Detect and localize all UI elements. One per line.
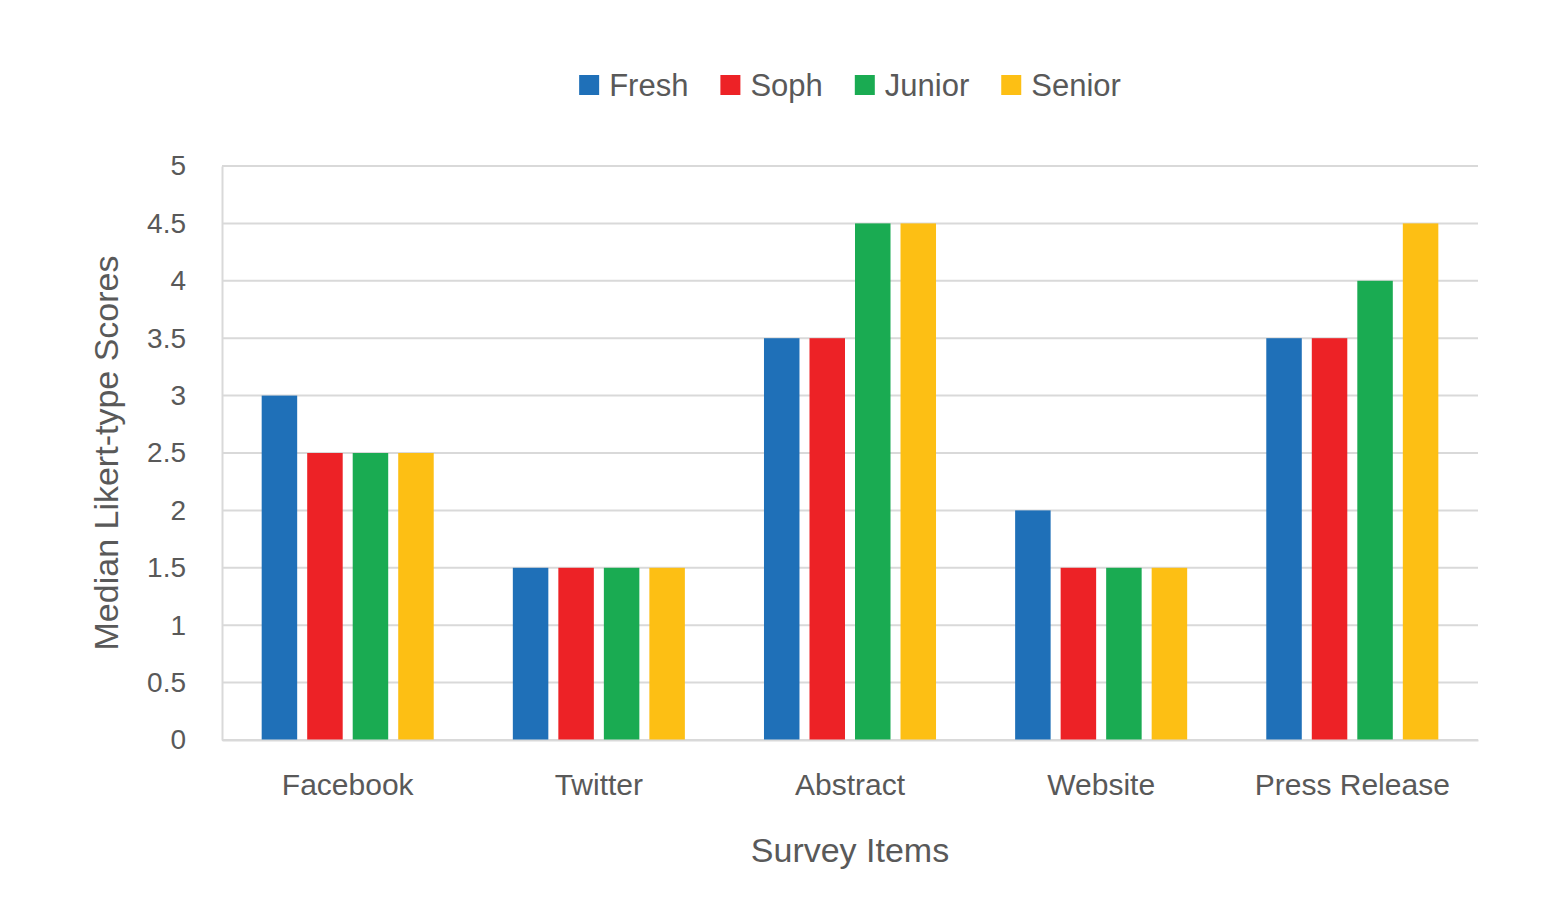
bar — [1106, 568, 1141, 740]
series-bars — [307, 338, 1347, 740]
series-bars — [353, 223, 1393, 740]
y-tick-label: 2 — [170, 495, 186, 526]
y-tick: 2 — [170, 495, 222, 526]
bar — [1357, 281, 1392, 740]
legend-item: Fresh — [579, 68, 688, 103]
bar — [1015, 510, 1050, 740]
y-tick: 1.5 — [147, 552, 222, 583]
legend: Fresh Soph Junior Senior — [579, 68, 1121, 103]
y-tick-label: 0 — [170, 724, 186, 755]
x-axis-title: Survey Items — [751, 831, 949, 869]
y-tick-label: 3.5 — [147, 323, 186, 354]
legend-label: Fresh — [609, 68, 688, 103]
x-axis-line — [223, 740, 1479, 742]
y-tick: 1 — [170, 610, 222, 641]
y-tick-label: 4 — [170, 265, 186, 296]
bar — [1152, 568, 1187, 740]
bar — [353, 453, 388, 740]
bar — [558, 568, 593, 740]
x-tick: Press Release — [1255, 740, 1450, 801]
legend-item: Junior — [855, 68, 969, 103]
legend-swatch — [855, 75, 875, 95]
y-tick: 0 — [170, 724, 222, 755]
y-tick: 3 — [170, 380, 222, 411]
y-tick-label: 2.5 — [147, 437, 186, 468]
y-tick-label: 4.5 — [147, 208, 186, 239]
y-tick: 0.5 — [147, 667, 222, 698]
bar — [1312, 338, 1347, 740]
bar — [809, 338, 844, 740]
grid-line — [222, 222, 1478, 224]
bar — [398, 453, 433, 740]
grid-line — [222, 280, 1478, 282]
y-tick: 4 — [170, 265, 222, 296]
x-axis: Facebook Twitter Abstract Website Press Rele… — [223, 740, 1479, 801]
grid — [222, 166, 1478, 740]
x-tick-label: Twitter — [555, 768, 643, 801]
chart: 0 0.5 1 1.5 2 2.5 3 3.5 4 4.5 5 Facebook Twitter Abst… — [0, 0, 1546, 924]
x-tick-label: Press Release — [1255, 768, 1450, 801]
bars — [262, 223, 1439, 740]
bar — [604, 568, 639, 740]
bar — [1403, 223, 1438, 740]
y-tick: 5 — [170, 150, 222, 181]
y-tick: 2.5 — [147, 437, 222, 468]
legend-swatch — [1001, 75, 1021, 95]
y-tick-label: 0.5 — [147, 667, 186, 698]
y-tick-label: 3 — [170, 380, 186, 411]
bar — [307, 453, 342, 740]
y-axis-title: Median Likert-type Scores — [87, 256, 125, 651]
y-axis: 0 0.5 1 1.5 2 2.5 3 3.5 4 4.5 5 — [147, 150, 222, 755]
x-tick-label: Facebook — [282, 768, 415, 801]
bar — [513, 568, 548, 740]
y-tick-label: 5 — [170, 150, 186, 181]
bar — [855, 223, 890, 740]
bar — [1266, 338, 1301, 740]
series-bars — [398, 223, 1438, 740]
legend-swatch — [579, 75, 599, 95]
bar — [901, 223, 936, 740]
x-tick: Abstract — [795, 740, 906, 801]
legend-label: Junior — [885, 68, 969, 103]
y-tick-label: 1.5 — [147, 552, 186, 583]
grid-line — [222, 165, 1478, 167]
bar — [1061, 568, 1096, 740]
x-tick-label: Abstract — [795, 768, 906, 801]
bar — [649, 568, 684, 740]
y-tick: 3.5 — [147, 323, 222, 354]
bar — [262, 396, 297, 740]
legend-item: Senior — [1001, 68, 1121, 103]
x-tick-label: Website — [1047, 768, 1155, 801]
legend-label: Senior — [1031, 68, 1121, 103]
legend-swatch — [720, 75, 740, 95]
x-tick: Twitter — [555, 740, 643, 801]
legend-label: Soph — [750, 68, 822, 103]
plot: 0 0.5 1 1.5 2 2.5 3 3.5 4 4.5 5 Facebook Twitter Abst… — [147, 150, 1478, 801]
y-tick: 4.5 — [147, 208, 222, 239]
bar — [764, 338, 799, 740]
series-bars — [262, 338, 1302, 740]
y-tick-label: 1 — [170, 610, 186, 641]
y-axis-line — [222, 167, 224, 741]
x-tick: Website — [1047, 740, 1155, 801]
x-tick: Facebook — [282, 740, 415, 801]
legend-item: Soph — [720, 68, 822, 103]
